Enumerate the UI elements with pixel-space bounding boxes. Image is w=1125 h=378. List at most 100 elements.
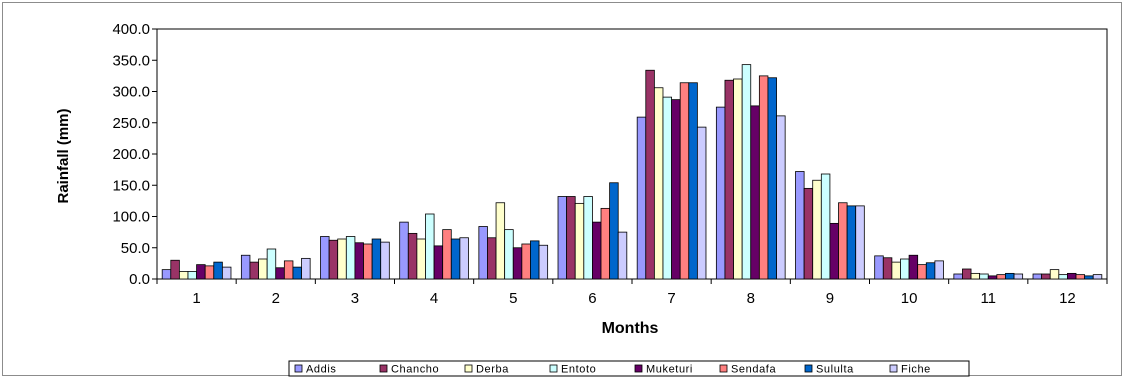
legend-label-chancho: Chancho <box>391 364 439 376</box>
y-tick-label: 350.0 <box>112 52 150 69</box>
bar-addis-month-9 <box>795 171 805 280</box>
bar-derba-month-7 <box>653 87 664 280</box>
legend-label-sululta: Sululta <box>816 364 854 376</box>
y-tick-label: 0.0 <box>129 271 150 288</box>
bar-derba-month-6 <box>574 202 585 280</box>
legend-box <box>288 360 970 377</box>
bar-entoto-month-5 <box>504 229 514 280</box>
bars <box>161 64 1103 280</box>
bar-sululta-month-11 <box>1005 272 1015 280</box>
bar-addis-month-4 <box>399 221 409 280</box>
plot-area <box>156 28 1108 280</box>
plot-border <box>156 28 1108 280</box>
y-axis-ticks: 0.0 50.0 100.0 150.0 200.0 250.0 300.0 350.0 400… <box>112 21 157 288</box>
x-tick-label: 1 <box>192 290 200 307</box>
bar-sendafa-month-8 <box>758 75 769 280</box>
x-tick-label: 2 <box>272 290 280 307</box>
x-axis-ticks: 1 2 3 4 5 6 7 8 9 10 11 12 <box>156 279 1108 307</box>
x-tick-label: 3 <box>351 290 359 307</box>
bar-sendafa-month-2 <box>283 260 294 280</box>
y-tick-label: 50.0 <box>121 240 150 257</box>
bar-sululta-month-7 <box>688 82 698 280</box>
bar-sendafa-month-12 <box>1075 274 1086 280</box>
bar-muketuri-month-9 <box>829 222 839 280</box>
bar-entoto-month-2 <box>266 248 277 280</box>
bar-muketuri-month-11 <box>987 275 998 280</box>
legend-swatch-muketuri <box>634 364 643 373</box>
bar-fiche-month-10 <box>934 260 944 280</box>
legend-label-muketuri: Muketuri <box>646 364 693 376</box>
legend-label-sendafa: Sendafa <box>731 364 776 376</box>
bar-sululta-month-1 <box>213 261 223 280</box>
bar-sululta-month-3 <box>371 238 382 280</box>
bar-sululta-month-2 <box>292 266 302 280</box>
legend-swatch-addis <box>294 364 303 373</box>
bar-fiche-month-3 <box>380 241 390 280</box>
bar-sululta-month-8 <box>767 77 777 280</box>
bar-entoto-month-4 <box>425 213 435 280</box>
bar-derba-month-2 <box>258 258 268 280</box>
legend-swatch-fiche <box>889 364 898 373</box>
bar-entoto-month-11 <box>979 273 989 280</box>
bar-entoto-month-8 <box>741 64 752 280</box>
bar-fiche-month-1 <box>221 266 232 280</box>
bar-chancho-month-12 <box>1041 273 1051 280</box>
bar-muketuri-month-4 <box>433 245 444 280</box>
bar-derba-month-3 <box>337 238 347 280</box>
x-tick-label: 11 <box>980 290 996 307</box>
x-tick-label: 8 <box>747 290 755 307</box>
bar-fiche-month-6 <box>617 231 628 280</box>
bar-derba-month-5 <box>495 202 506 280</box>
bar-addis-month-1 <box>161 269 172 280</box>
bar-chancho-month-11 <box>962 268 972 280</box>
bar-fiche-month-2 <box>301 257 311 280</box>
bar-sendafa-month-1 <box>204 265 215 280</box>
bar-addis-month-11 <box>953 273 963 280</box>
y-axis-title: Rainfall (mm) <box>55 108 72 203</box>
bar-sululta-month-6 <box>609 182 619 280</box>
bar-fiche-month-4 <box>459 237 469 280</box>
y-tick-label: 150.0 <box>112 177 150 194</box>
bar-entoto-month-7 <box>662 96 672 280</box>
bar-addis-month-12 <box>1032 273 1043 280</box>
bar-muketuri-month-6 <box>592 221 602 280</box>
legend: Addis Chancho Derba Entoto Muketuri Sendafa Su… <box>288 360 970 377</box>
x-tick-label: 4 <box>430 290 438 307</box>
bar-chancho-month-8 <box>724 79 734 280</box>
bar-entoto-month-6 <box>583 196 593 280</box>
bar-muketuri-month-7 <box>671 99 681 280</box>
bar-derba-month-8 <box>733 78 743 280</box>
legend-swatch-sululta <box>804 364 813 373</box>
x-axis-title: Months <box>602 320 659 337</box>
bar-fiche-month-11 <box>1013 273 1024 280</box>
bar-entoto-month-3 <box>345 236 356 280</box>
y-tick-label: 250.0 <box>112 115 150 132</box>
bar-entoto-month-1 <box>187 271 197 280</box>
bar-fiche-month-8 <box>776 115 786 280</box>
bar-muketuri-month-5 <box>512 247 523 280</box>
bar-sululta-month-5 <box>530 240 540 280</box>
bar-muketuri-month-1 <box>196 264 206 280</box>
x-tick-label: 5 <box>509 290 517 307</box>
bar-derba-month-9 <box>812 179 822 280</box>
bar-derba-month-1 <box>178 271 189 280</box>
bar-sululta-month-9 <box>846 205 857 280</box>
bar-chancho-month-4 <box>407 232 418 280</box>
legend-label-fiche: Fiche <box>901 364 931 376</box>
bar-sendafa-month-4 <box>442 229 452 280</box>
bar-entoto-month-10 <box>900 258 910 280</box>
bar-addis-month-5 <box>478 226 488 280</box>
legend-swatch-entoto <box>549 364 558 373</box>
y-tick-label: 100.0 <box>112 209 150 226</box>
bar-sendafa-month-5 <box>521 243 531 280</box>
bar-chancho-month-9 <box>803 187 814 280</box>
bar-chancho-month-6 <box>566 196 576 280</box>
y-tick-label: 200.0 <box>112 146 150 163</box>
bar-addis-month-7 <box>636 116 647 280</box>
bar-fiche-month-5 <box>538 244 549 280</box>
bar-chancho-month-1 <box>170 259 180 280</box>
bar-muketuri-month-2 <box>275 267 285 280</box>
bar-chancho-month-7 <box>645 69 655 280</box>
bar-sendafa-month-11 <box>996 274 1006 280</box>
